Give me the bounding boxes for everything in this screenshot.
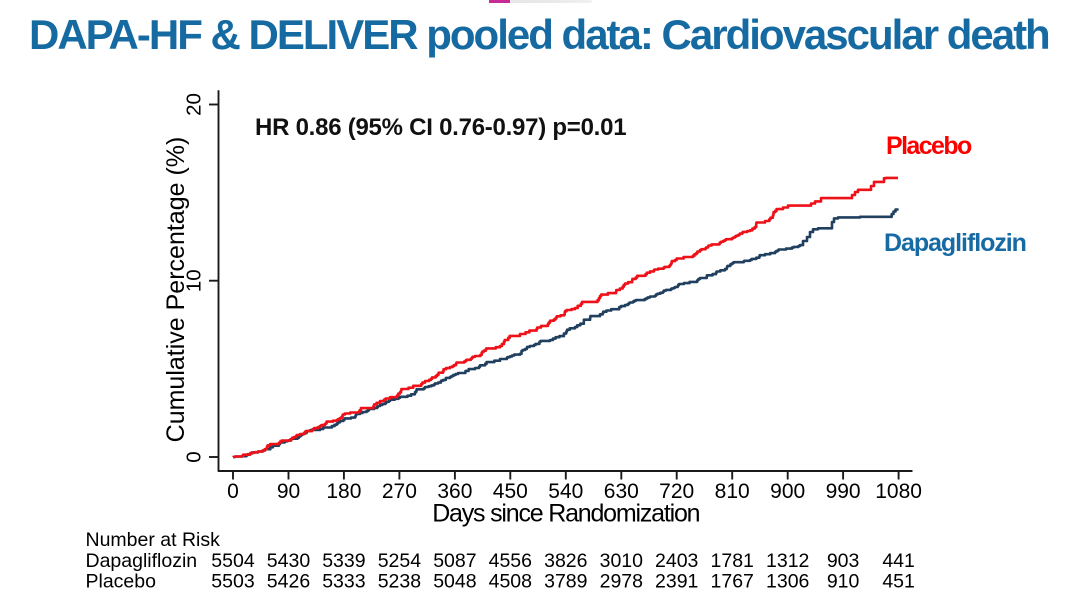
svg-text:90: 90 xyxy=(277,480,300,503)
svg-text:540: 540 xyxy=(548,480,583,503)
svg-text:1781: 1781 xyxy=(711,550,754,572)
svg-text:630: 630 xyxy=(604,480,639,503)
svg-text:5238: 5238 xyxy=(378,571,421,593)
svg-text:10: 10 xyxy=(182,269,205,292)
svg-text:4508: 4508 xyxy=(489,571,532,593)
svg-text:2391: 2391 xyxy=(655,571,698,593)
svg-text:3789: 3789 xyxy=(544,571,587,593)
svg-text:3010: 3010 xyxy=(600,550,644,572)
svg-text:3826: 3826 xyxy=(544,550,587,572)
svg-text:903: 903 xyxy=(827,550,860,572)
svg-text:4556: 4556 xyxy=(489,550,532,572)
svg-text:5087: 5087 xyxy=(433,550,476,572)
svg-text:Number at Risk: Number at Risk xyxy=(86,529,221,551)
svg-text:5504: 5504 xyxy=(211,550,255,572)
svg-text:20: 20 xyxy=(182,93,205,116)
svg-text:Days since Randomization: Days since Randomization xyxy=(432,500,699,528)
svg-text:2403: 2403 xyxy=(655,550,698,572)
svg-text:441: 441 xyxy=(882,550,915,572)
svg-text:5426: 5426 xyxy=(267,571,310,593)
svg-text:1080: 1080 xyxy=(875,480,922,503)
svg-text:5430: 5430 xyxy=(267,550,311,572)
svg-text:Cumulative Percentage (%): Cumulative Percentage (%) xyxy=(162,137,190,443)
svg-text:451: 451 xyxy=(882,571,915,593)
svg-text:0: 0 xyxy=(227,480,239,503)
svg-text:2978: 2978 xyxy=(600,571,643,593)
svg-text:5333: 5333 xyxy=(322,571,365,593)
svg-text:1306: 1306 xyxy=(766,571,809,593)
svg-text:Placebo: Placebo xyxy=(86,571,157,593)
svg-text:810: 810 xyxy=(715,480,750,503)
svg-text:900: 900 xyxy=(770,480,805,503)
svg-text:720: 720 xyxy=(659,480,694,503)
svg-text:Dapagliflozin: Dapagliflozin xyxy=(86,550,198,572)
svg-text:5048: 5048 xyxy=(433,571,476,593)
svg-text:0: 0 xyxy=(182,451,205,462)
svg-text:450: 450 xyxy=(493,480,528,503)
svg-text:1312: 1312 xyxy=(766,550,809,572)
svg-text:910: 910 xyxy=(827,571,860,593)
svg-text:270: 270 xyxy=(382,480,417,503)
svg-text:1767: 1767 xyxy=(711,571,754,593)
svg-text:5254: 5254 xyxy=(378,550,422,572)
svg-text:5503: 5503 xyxy=(211,571,254,593)
svg-text:5339: 5339 xyxy=(322,550,365,572)
svg-text:360: 360 xyxy=(437,480,472,503)
svg-text:990: 990 xyxy=(826,480,861,503)
svg-text:180: 180 xyxy=(326,480,361,503)
